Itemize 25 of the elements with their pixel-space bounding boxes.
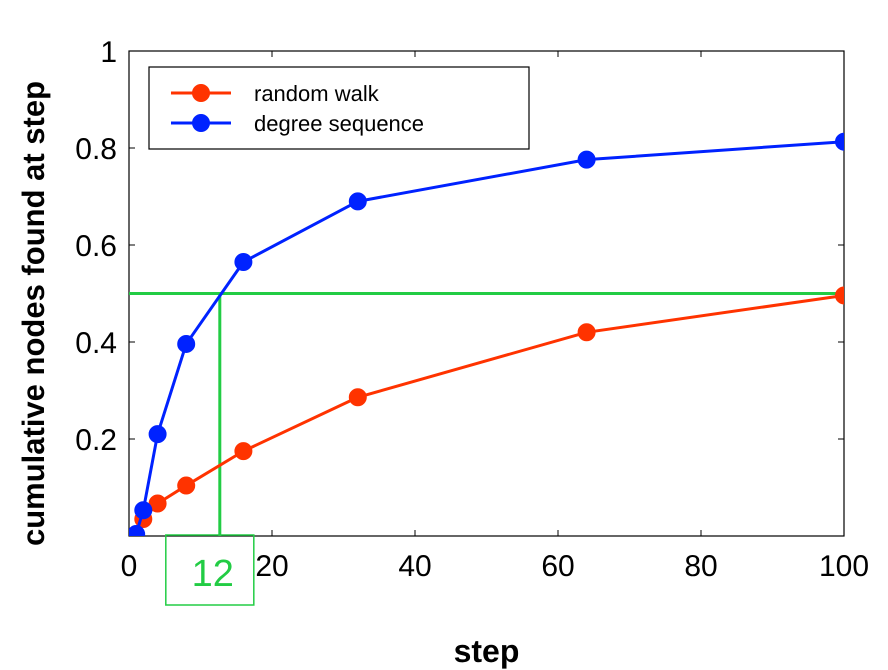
y-tick-label: 0.2 xyxy=(75,424,117,457)
y-tick-label: 0.8 xyxy=(75,133,117,166)
x-axis-title: step xyxy=(454,633,520,669)
x-tick-label: 80 xyxy=(684,550,718,583)
y-tick-label: 0.4 xyxy=(75,327,117,360)
point xyxy=(348,192,367,210)
point xyxy=(234,442,252,460)
x-tick-label: 40 xyxy=(398,550,432,583)
point xyxy=(148,494,167,513)
x-tick-label: 100 xyxy=(818,550,870,583)
point xyxy=(177,476,196,495)
legend-label: degree sequence xyxy=(254,111,424,136)
point xyxy=(348,388,367,406)
point xyxy=(134,501,152,520)
point xyxy=(234,252,252,271)
point xyxy=(148,425,167,444)
x-tick-label: 20 xyxy=(255,550,289,583)
y-tick-label: 1 xyxy=(100,36,117,69)
x-tick-label: 60 xyxy=(541,550,575,583)
x-tick-label: 0 xyxy=(120,550,138,583)
y-axis-title: cumulative nodes found at step xyxy=(16,80,51,546)
y-tick-label: 0.6 xyxy=(75,230,117,263)
point xyxy=(177,334,196,353)
annotation: 12 xyxy=(192,553,234,595)
legend-label: random walk xyxy=(254,81,380,106)
